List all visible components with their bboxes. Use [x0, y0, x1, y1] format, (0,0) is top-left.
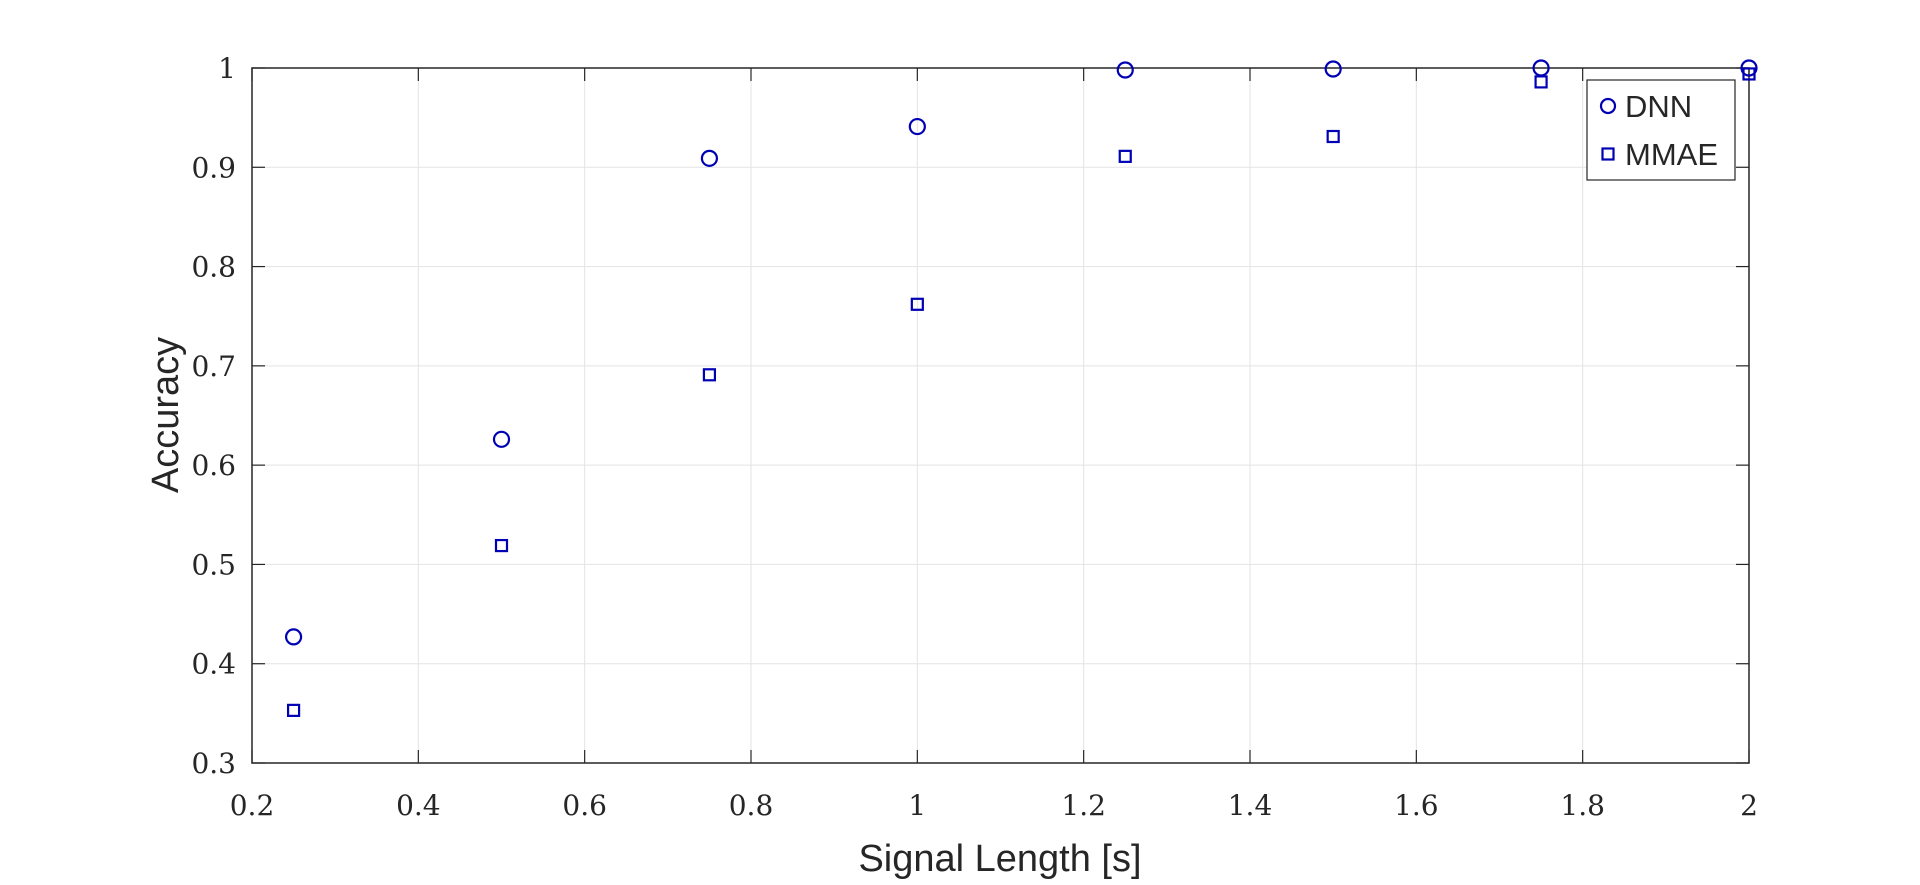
- data-point-mmae: [1118, 149, 1132, 163]
- y-tick-label: 0.8: [191, 251, 236, 284]
- y-tick-label: 1: [218, 52, 236, 85]
- x-tick-label: 1.8: [1560, 789, 1605, 822]
- data-point-mmae: [1326, 129, 1340, 144]
- plot-frame: [251, 67, 1750, 764]
- legend: DNN MMAE: [1586, 79, 1736, 181]
- x-tick-label: 2: [1740, 789, 1758, 822]
- data-point-dnn: [1116, 61, 1134, 79]
- data-point-dnn: [700, 149, 719, 167]
- x-tick-label: 0.2: [230, 789, 275, 822]
- data-point-dnn: [1740, 59, 1758, 77]
- legend-marker-mmae: [1601, 147, 1615, 161]
- data-point-dnn: [284, 628, 303, 646]
- plot-background: [252, 68, 1749, 763]
- data-point-mmae: [286, 703, 301, 717]
- series-dnn: [284, 59, 1758, 646]
- x-tick-label: 1.2: [1061, 789, 1106, 822]
- data-point-mmae: [910, 297, 924, 311]
- x-tick-label: 0.8: [729, 789, 774, 822]
- y-tick-label: 0.3: [191, 747, 236, 780]
- x-tick-label: 1.4: [1228, 789, 1273, 822]
- y-tick-labels: 0.3 0.4 0.5 0.6 0.7 0.8 0.9 1: [191, 52, 236, 780]
- data-point-mmae: [702, 368, 717, 382]
- y-tick-label: 0.7: [191, 350, 236, 383]
- legend-label-dnn: DNN: [1625, 89, 1692, 124]
- data-point-dnn: [1324, 60, 1342, 78]
- data-point-mmae: [1534, 75, 1548, 89]
- data-point-dnn: [492, 430, 511, 448]
- y-tick-label: 0.6: [191, 449, 236, 482]
- y-axis-title: Accuracy: [145, 337, 187, 493]
- legend-entries: DNN MMAE: [1599, 89, 1718, 172]
- legend-label-mmae: MMAE: [1625, 137, 1718, 172]
- data-point-dnn: [908, 117, 926, 136]
- legend-box: [1586, 79, 1736, 181]
- series-mmae: [286, 67, 1756, 717]
- y-tick-label: 0.4: [191, 648, 236, 681]
- y-tick-label: 0.9: [191, 151, 236, 184]
- data-point-mmae: [494, 538, 509, 553]
- legend-marker-dnn: [1599, 97, 1617, 115]
- x-tick-label: 1: [908, 789, 926, 822]
- x-tick-label: 0.4: [396, 789, 441, 822]
- data-points: [284, 59, 1758, 717]
- data-point-mmae: [1742, 67, 1756, 81]
- x-tick-labels: 0.2 0.4 0.6 0.8 1 1.2 1.4 1.6 1.8 2: [230, 789, 1758, 822]
- x-tick-label: 1.6: [1394, 789, 1439, 822]
- x-axis-title: Signal Length [s]: [858, 838, 1141, 880]
- x-tick-label: 0.6: [562, 789, 607, 822]
- y-tick-label: 0.5: [191, 548, 236, 581]
